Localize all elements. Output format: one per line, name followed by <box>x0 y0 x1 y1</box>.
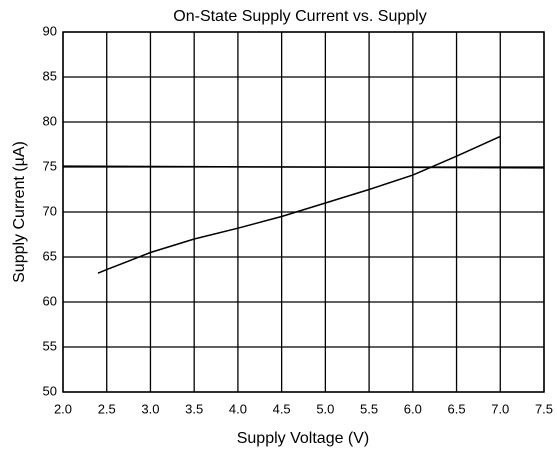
data-line <box>62 165 545 169</box>
y-tick-label: 65 <box>43 248 57 263</box>
y-tick-label: 60 <box>43 293 57 308</box>
y-tick-label: 70 <box>43 203 57 218</box>
x-tick-label: 7.0 <box>491 401 509 416</box>
x-tick-label: 3.0 <box>141 401 159 416</box>
data-line <box>97 135 501 274</box>
x-tick-label: 6.5 <box>448 401 466 416</box>
x-tick-label: 5.5 <box>360 401 378 416</box>
y-tick-label: 55 <box>43 338 57 353</box>
x-tick-label: 2.5 <box>98 401 116 416</box>
x-tick-label: 4.0 <box>229 401 247 416</box>
y-tick-label: 50 <box>43 383 57 398</box>
y-tick-label: 80 <box>43 113 57 128</box>
x-tick-label: 5.0 <box>316 401 334 416</box>
y-tick-label: 85 <box>43 68 57 83</box>
chart-title: On-State Supply Current vs. Supply <box>173 8 426 25</box>
x-tick-label: 6.0 <box>404 401 422 416</box>
x-tick-label: 3.5 <box>185 401 203 416</box>
x-tick-label: 4.5 <box>273 401 291 416</box>
x-tick-label: 2.0 <box>54 401 72 416</box>
y-axis-label: Supply Current (µA) <box>11 141 28 283</box>
x-axis-label: Supply Voltage (V) <box>237 430 370 447</box>
x-tick-label: 7.5 <box>535 401 553 416</box>
y-tick-label: 75 <box>43 158 57 173</box>
y-tick-label: 90 <box>43 23 57 38</box>
plot-frame <box>62 31 545 393</box>
